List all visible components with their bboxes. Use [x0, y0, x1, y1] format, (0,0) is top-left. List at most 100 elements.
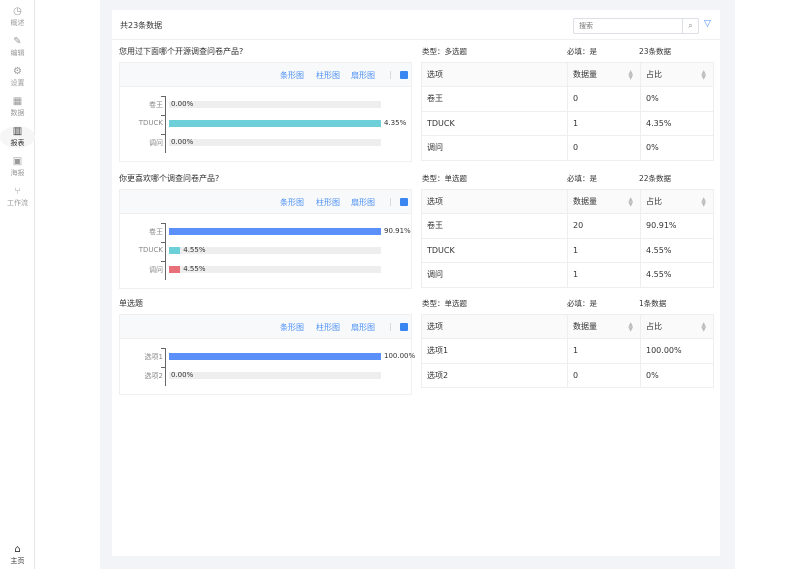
col-ratio-label: 占比 [646, 197, 662, 206]
y-tick [161, 348, 165, 349]
bar-value-label: 4.55% [183, 265, 206, 273]
cell-ratio: 0% [640, 135, 714, 161]
sidebar-item-label: 概述 [10, 19, 25, 27]
cell-ratio: 100.00% [640, 338, 714, 364]
bar-chart: 卷王 90.91% TDUCK 4.55% 调问 4.55% [120, 214, 411, 288]
bar-label: TDUCK [138, 246, 163, 254]
question-title: 单选题 [119, 299, 143, 308]
sort-icon[interactable]: ▲ ▼ [701, 196, 706, 208]
pie-chart-button[interactable]: 扇形图 [351, 323, 375, 332]
cell-count: 0 [567, 86, 641, 112]
search-box: ⌕ [573, 18, 699, 34]
sidebar-item-6[interactable]: ⑂ 工作流 [0, 186, 35, 208]
cell-option: TDUCK [421, 238, 568, 263]
bar [169, 247, 181, 254]
filter-icon[interactable]: ▽ [704, 19, 711, 29]
toolbar-divider: | [389, 197, 392, 206]
bar-label: 卷王 [149, 228, 163, 236]
cell-ratio: 4.55% [640, 238, 714, 263]
chart-toolbar: 条形图 柱形图 扇形图 | [120, 315, 411, 339]
sidebar-item-2[interactable]: ⚙ 设置 [0, 66, 35, 88]
sort-icon[interactable]: ▲ ▼ [701, 321, 706, 333]
col-ratio[interactable]: 占比 ▲ ▼ [640, 314, 714, 339]
question-type: 类型：多选题 [422, 47, 467, 56]
bar-track [169, 228, 381, 235]
chart-panel: 条形图 柱形图 扇形图 | 选项1 100.00% 选项2 0.00% [119, 314, 415, 395]
col-count[interactable]: 数据量 ▲ ▼ [567, 189, 641, 214]
sort-icon[interactable]: ▲ ▼ [701, 69, 706, 81]
cell-ratio: 4.35% [640, 111, 714, 136]
sort-icon[interactable]: ▲ ▼ [628, 196, 633, 208]
col-count-label: 数据量 [573, 197, 597, 206]
cell-count: 1 [567, 338, 641, 364]
column-chart-button[interactable]: 柱形图 [316, 71, 340, 80]
search-input[interactable] [574, 19, 682, 33]
sort-icon[interactable]: ▲ ▼ [628, 69, 633, 81]
bar-chart-button[interactable]: 条形图 [280, 323, 304, 332]
sidebar-item-label: 编辑 [10, 49, 25, 57]
cell-ratio: 0% [640, 363, 714, 388]
bar-label: 卷王 [149, 101, 163, 109]
bar-track [169, 372, 381, 379]
sidebar-item-label: 数据 [10, 109, 25, 117]
pie-chart-button[interactable]: 扇形图 [351, 198, 375, 207]
y-tick [161, 223, 165, 224]
required-flag: 必填：是 [567, 299, 597, 308]
y-axis [165, 223, 169, 280]
table-header: 选项 数据量 ▲ ▼ 占比 ▲ ▼ [421, 189, 714, 214]
col-ratio[interactable]: 占比 ▲ ▼ [640, 62, 714, 87]
required-flag: 必填：是 [567, 174, 597, 183]
download-icon[interactable] [400, 71, 408, 79]
sidebar: ◷ 概述 ✎ 编辑 ⚙ 设置 ▦ 数据 ▥ 报表 ▣ 海报 ⑂ 工作流 ⌂ 主页 [0, 0, 35, 569]
bar [169, 266, 181, 273]
question-title: 你更喜欢哪个调查问卷产品? [119, 174, 220, 183]
sidebar-item-5[interactable]: ▣ 海报 [0, 156, 35, 178]
col-count[interactable]: 数据量 ▲ ▼ [567, 314, 641, 339]
col-ratio[interactable]: 占比 ▲ ▼ [640, 189, 714, 214]
sidebar-item-0[interactable]: ◷ 概述 [0, 6, 35, 28]
pie-chart-button[interactable]: 扇形图 [351, 71, 375, 80]
gear-icon: ⚙ [13, 66, 22, 77]
bar-track [169, 266, 381, 273]
cell-option: 选项1 [421, 338, 568, 364]
col-option: 选项 [421, 189, 568, 214]
bar-value-label: 4.35% [384, 119, 407, 127]
download-icon[interactable] [400, 323, 408, 331]
sidebar-item-1[interactable]: ✎ 编辑 [0, 36, 35, 58]
bar [169, 353, 381, 360]
report-header: 共23条数据 ⌕ ▽ [112, 10, 720, 40]
chart-toolbar: 条形图 柱形图 扇形图 | [120, 190, 411, 214]
question-title: 您用过下面哪个开源调查问卷产品? [119, 47, 244, 56]
toolbar-divider: | [389, 322, 392, 331]
col-option: 选项 [421, 62, 568, 87]
sort-icon[interactable]: ▲ ▼ [628, 321, 633, 333]
chart-toolbar: 条形图 柱形图 扇形图 | [120, 63, 411, 87]
home-icon: ⌂ [14, 544, 21, 555]
data-count: 1条数据 [639, 299, 667, 308]
column-chart-button[interactable]: 柱形图 [316, 198, 340, 207]
bar-chart-button[interactable]: 条形图 [280, 198, 304, 207]
bar [169, 228, 381, 235]
bar-chart-icon: ▥ [12, 126, 23, 137]
sidebar-item-label: 报表 [10, 139, 25, 147]
search-icon[interactable]: ⌕ [682, 19, 698, 33]
download-icon[interactable] [400, 198, 408, 206]
sidebar-item-3[interactable]: ▦ 数据 [0, 96, 35, 118]
bar-chart: 卷王 0.00% TDUCK 4.35% 调问 0.00% [120, 87, 411, 161]
col-count[interactable]: 数据量 ▲ ▼ [567, 62, 641, 87]
col-count-label: 数据量 [573, 322, 597, 331]
y-axis [165, 96, 169, 153]
bar-label: TDUCK [138, 119, 163, 127]
branch-icon: ⑂ [14, 186, 21, 197]
col-ratio-label: 占比 [646, 70, 662, 79]
sidebar-item-home[interactable]: ⌂ 主页 [0, 544, 35, 566]
sidebar-item-4[interactable]: ▥ 报表 [0, 126, 35, 148]
bar-chart-button[interactable]: 条形图 [280, 71, 304, 80]
table-row: 卷王 0 0% [421, 86, 714, 112]
cell-option: 选项2 [421, 363, 568, 388]
total-count: 共23条数据 [120, 21, 163, 30]
data-count: 22条数据 [639, 174, 672, 183]
table-row: 卷王 20 90.91% [421, 213, 714, 239]
data-count: 23条数据 [639, 47, 672, 56]
column-chart-button[interactable]: 柱形图 [316, 323, 340, 332]
